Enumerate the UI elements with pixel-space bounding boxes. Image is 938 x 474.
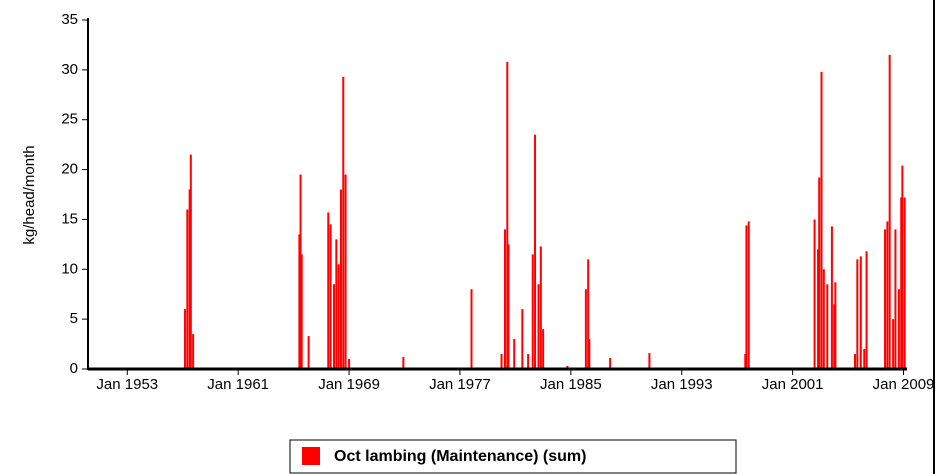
bar: [894, 229, 897, 369]
x-tick-label: Jan 1977: [429, 376, 491, 393]
y-tick-label: 10: [61, 260, 78, 277]
bar: [513, 339, 516, 369]
bar: [888, 54, 891, 370]
bar: [542, 329, 545, 369]
y-tick-label: 35: [61, 11, 78, 28]
bar: [826, 284, 829, 369]
legend-swatch: [302, 447, 320, 465]
bar: [344, 174, 347, 369]
bar: [822, 269, 825, 369]
bar: [500, 354, 503, 369]
bar: [299, 174, 302, 369]
x-tick-label: Jan 1993: [651, 376, 713, 393]
y-tick-label: 25: [61, 111, 78, 128]
legend-box: [289, 439, 737, 474]
bar: [830, 226, 833, 369]
bar: [348, 359, 351, 369]
bar: [186, 209, 189, 369]
bar: [856, 259, 859, 369]
x-tick-label: Jan 2001: [762, 376, 824, 393]
bar: [818, 177, 821, 369]
bar: [900, 197, 903, 369]
bar: [817, 249, 820, 369]
bar: [901, 165, 904, 369]
bar: [335, 239, 338, 369]
y-tick-label: 30: [61, 61, 78, 78]
bar: [834, 282, 837, 369]
bar: [521, 309, 524, 369]
bar: [587, 259, 590, 369]
bar: [747, 221, 750, 369]
bar: [527, 354, 530, 369]
y-tick-label: 20: [61, 161, 78, 178]
bar: [859, 256, 862, 369]
bar: [897, 289, 900, 369]
y-tick-label: 0: [70, 360, 78, 377]
bar: [537, 284, 540, 369]
bar: [189, 154, 192, 369]
bar: [329, 224, 332, 369]
bar: [184, 309, 187, 369]
bar: [333, 284, 336, 369]
bar: [188, 189, 191, 369]
bar: [609, 358, 612, 369]
bar: [342, 76, 345, 369]
bar: [534, 134, 537, 369]
bar: [813, 219, 816, 369]
bar: [402, 357, 405, 369]
bar: [745, 225, 748, 369]
bar: [648, 353, 651, 369]
bar: [744, 354, 747, 369]
bar: [863, 349, 866, 369]
bar: [903, 197, 906, 369]
bar: [886, 221, 889, 369]
bar: [584, 289, 587, 369]
bar: [339, 189, 342, 369]
x-tick-label: Jan 1969: [318, 376, 380, 393]
bar: [854, 354, 857, 369]
y-tick-label: 15: [61, 210, 78, 227]
bar: [588, 339, 591, 369]
bar: [507, 244, 510, 369]
bar: [192, 334, 195, 369]
bar: [298, 234, 301, 369]
bar: [539, 246, 542, 369]
y-tick-label: 5: [70, 310, 78, 327]
bar: [337, 264, 340, 369]
legend-label: Oct lambing (Maintenance) (sum): [334, 448, 586, 465]
bar: [506, 61, 509, 369]
bar: [504, 229, 507, 369]
bar: [300, 254, 303, 369]
bar: [884, 229, 887, 369]
bar: [892, 319, 895, 369]
y-axis-label: kg/head/month: [21, 145, 38, 244]
bar: [833, 304, 836, 369]
bar: [470, 289, 473, 369]
bar: [820, 71, 823, 369]
x-tick-label: Jan 1985: [540, 376, 602, 393]
bar: [327, 212, 330, 369]
bar: [307, 336, 310, 369]
x-tick-label: Jan 1953: [96, 376, 158, 393]
bar: [531, 254, 534, 369]
x-tick-label: Jan 2009: [873, 376, 935, 393]
bar: [865, 251, 868, 369]
x-tick-label: Jan 1961: [207, 376, 269, 393]
